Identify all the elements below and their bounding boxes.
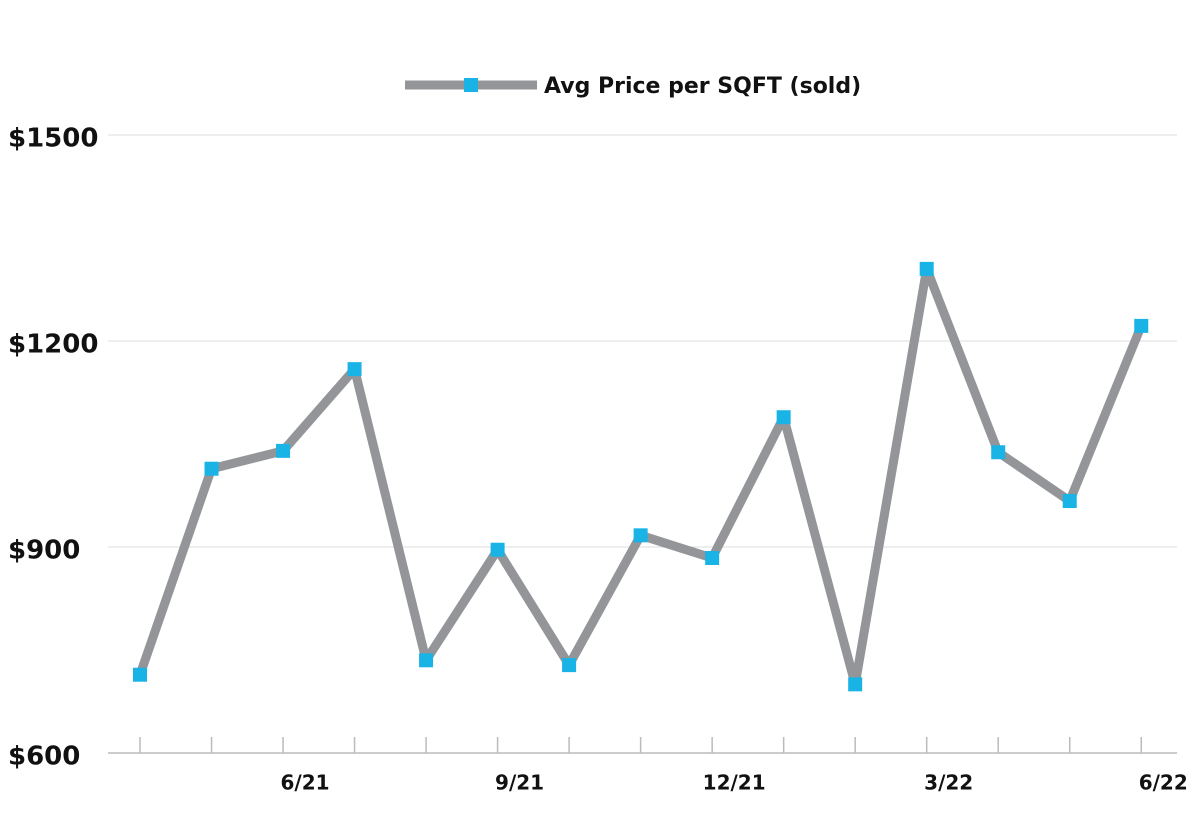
marker [991,445,1006,460]
marker [633,528,648,543]
marker [419,653,434,668]
marker [347,362,362,377]
marker [562,658,577,673]
y-tick-label: $1500 [8,124,98,154]
marker [490,542,505,557]
marker [919,261,934,276]
y-tick-label: $1200 [8,330,98,360]
legend-label: Avg Price per SQFT (sold) [544,74,861,99]
line [135,264,1146,689]
x-tick-label: 6/22 [1139,771,1188,795]
x-tick-label: 6/21 [281,771,330,795]
marker [776,410,791,425]
marker [1134,318,1149,333]
x-tick-label: 3/22 [924,771,973,795]
marker [848,677,863,692]
legend-marker [464,78,478,92]
marker [705,550,720,565]
x-tick-label: 12/21 [703,771,766,795]
marker [204,461,219,476]
marker [276,443,291,458]
y-tick-label: $900 [8,536,80,566]
marker [1062,493,1077,508]
y-tick-label: $600 [8,742,80,772]
marker [133,667,148,682]
x-tick-label: 9/21 [495,771,544,795]
